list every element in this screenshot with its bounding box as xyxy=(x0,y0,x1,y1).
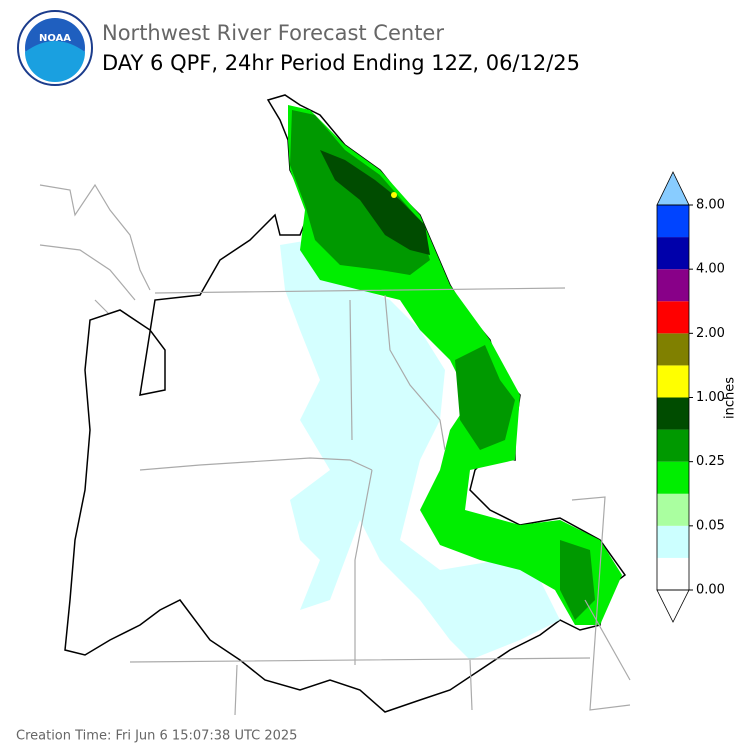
color-bin xyxy=(657,493,689,526)
tick-label: 2.00 xyxy=(696,326,725,341)
color-bin xyxy=(657,525,689,558)
tick-label: 0.25 xyxy=(696,454,725,469)
color-bin xyxy=(657,301,689,334)
color-bin xyxy=(657,269,689,302)
tick-label: 4.00 xyxy=(696,262,725,277)
color-bin xyxy=(657,333,689,366)
colorbar: 0.00 0.05 0.25 1.00 2.00 4.00 8.00 xyxy=(656,171,725,623)
logo-text: NOAA xyxy=(39,33,71,44)
color-bin xyxy=(657,429,689,462)
color-bin xyxy=(657,557,689,590)
color-bin xyxy=(657,365,689,398)
title: Northwest River Forecast Center xyxy=(102,21,444,45)
tick-label: 1.00 xyxy=(696,390,725,405)
color-bin xyxy=(657,237,689,270)
map xyxy=(39,94,631,716)
creation-time: Creation Time: Fri Jun 6 15:07:38 UTC 20… xyxy=(16,729,297,744)
color-bin xyxy=(657,461,689,494)
tick-label: 0.00 xyxy=(696,583,725,598)
subtitle: DAY 6 QPF, 24hr Period Ending 12Z, 06/12… xyxy=(102,51,580,75)
over-arrow xyxy=(656,171,690,206)
color-bin xyxy=(657,397,689,430)
tick-label: 8.00 xyxy=(696,198,725,213)
colorbar-label: inches xyxy=(723,377,738,419)
color-bin xyxy=(657,205,689,238)
under-arrow xyxy=(656,589,690,623)
tick-label: 0.05 xyxy=(696,518,725,533)
logo: NOAA xyxy=(17,10,93,86)
